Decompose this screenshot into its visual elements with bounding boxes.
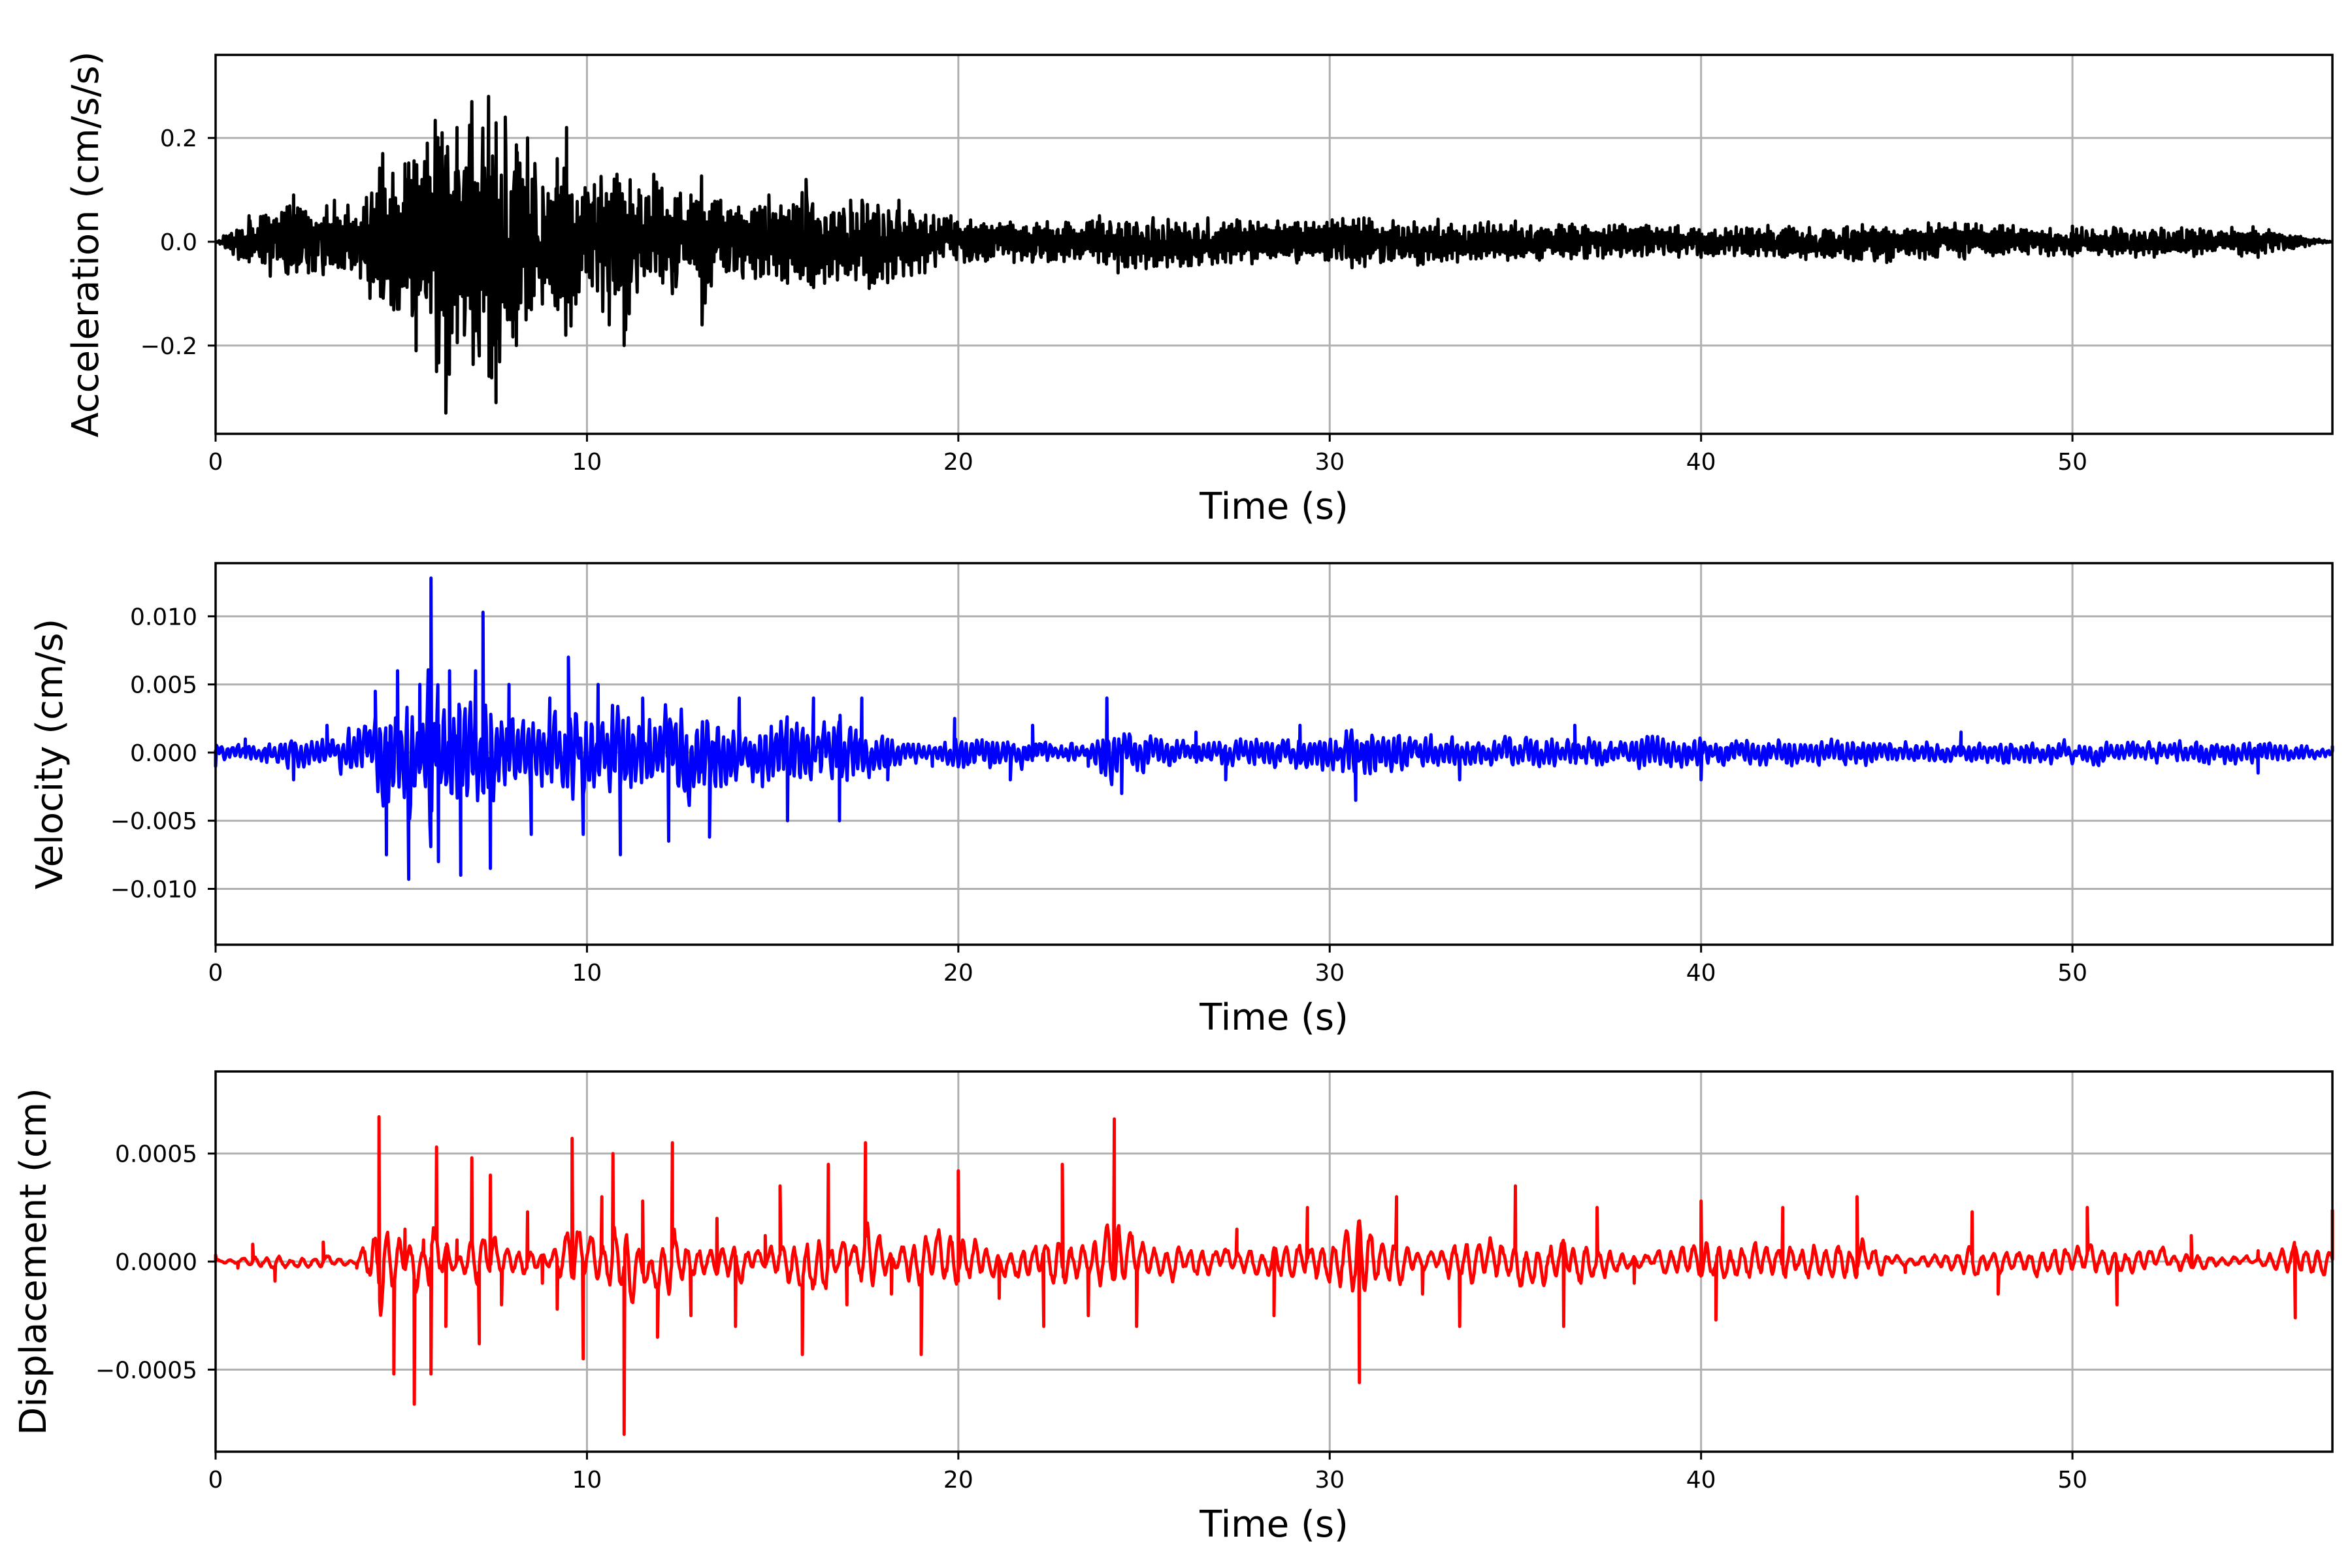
displacement-y-tick-label: 0.0005 <box>115 1141 197 1168</box>
displacement-panel: 0 10 20 30 40 50 −0.0005 0.0000 0.0005 Time (s) Di… <box>12 1070 2334 1546</box>
acceleration-plot-frame <box>214 54 2334 435</box>
acceleration-x-tick-label: 30 <box>1315 449 1345 476</box>
displacement-x-tick-label: 50 <box>2057 1467 2087 1494</box>
acceleration-x-tick-label: 50 <box>2057 449 2087 476</box>
velocity-y-tick-label: 0.005 <box>130 672 197 699</box>
velocity-panel: 0 10 20 30 40 50 −0.010 −0.005 0.000 0.005 0.010 Ti… <box>29 562 2334 1039</box>
acceleration-y-axis-label: Acceleration (cm/s/s) <box>65 52 107 438</box>
velocity-x-tick-label: 10 <box>572 960 602 987</box>
displacement-x-tick-label: 30 <box>1315 1467 1345 1494</box>
velocity-y-axis-label: Velocity (cm/s) <box>29 619 71 890</box>
acceleration-x-tick-label: 10 <box>572 449 602 476</box>
displacement-y-tick-label: 0.0000 <box>115 1249 197 1276</box>
acceleration-panel: 0 10 20 30 40 50 −0.2 0.0 0.2 Time (s) Acceleratio… <box>65 52 2334 528</box>
displacement-x-tick-label: 10 <box>572 1467 602 1494</box>
acceleration-x-tick-label: 20 <box>943 449 973 476</box>
acceleration-y-tick-label: 0.0 <box>160 229 197 256</box>
acceleration-series-line <box>214 95 2334 415</box>
velocity-plot-frame <box>214 562 2334 946</box>
acceleration-y-tick-label: 0.2 <box>160 125 197 152</box>
displacement-x-axis-label: Time (s) <box>1199 1503 1348 1546</box>
displacement-series-line <box>214 1115 2334 1436</box>
velocity-y-tick-label: 0.010 <box>130 604 197 630</box>
velocity-x-tick-label: 30 <box>1315 960 1345 987</box>
displacement-x-tick-label: 0 <box>208 1467 223 1494</box>
velocity-x-axis-label: Time (s) <box>1199 996 1348 1039</box>
velocity-y-tick-label: −0.010 <box>110 876 197 903</box>
velocity-x-tick-label: 50 <box>2057 960 2087 987</box>
velocity-x-tick-label: 0 <box>208 960 223 987</box>
acceleration-x-tick-label: 40 <box>1686 449 1716 476</box>
velocity-x-tick-label: 20 <box>943 960 973 987</box>
acceleration-x-axis-label: Time (s) <box>1199 485 1348 528</box>
acceleration-y-tick-label: −0.2 <box>140 333 197 360</box>
velocity-y-tick-label: −0.005 <box>110 808 197 835</box>
velocity-x-tick-label: 40 <box>1686 960 1716 987</box>
acceleration-x-tick-label: 0 <box>208 449 223 476</box>
displacement-x-tick-label: 20 <box>943 1467 973 1494</box>
displacement-x-tick-label: 40 <box>1686 1467 1716 1494</box>
displacement-y-tick-label: −0.0005 <box>95 1357 197 1384</box>
displacement-y-axis-label: Displacement (cm) <box>12 1088 55 1435</box>
velocity-series-line <box>214 576 2334 881</box>
velocity-y-tick-label: 0.000 <box>130 740 197 767</box>
